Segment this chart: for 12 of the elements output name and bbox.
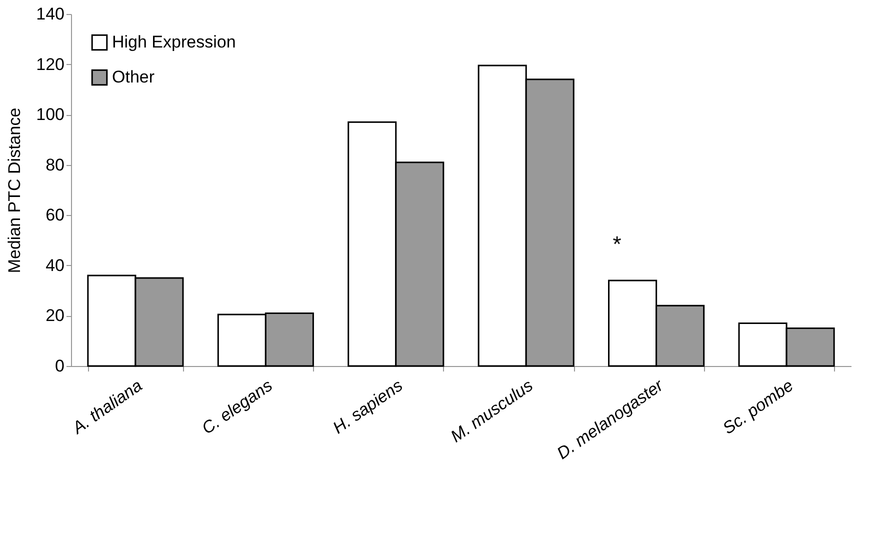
y-tick-label: 100 bbox=[36, 105, 64, 124]
legend-label: Other bbox=[112, 68, 155, 86]
annotation: * bbox=[612, 232, 622, 257]
y-tick-label: 20 bbox=[46, 306, 64, 326]
y-tick-label: 80 bbox=[46, 155, 64, 174]
y-tick-label: 140 bbox=[36, 4, 64, 24]
y-tick-label: 120 bbox=[36, 54, 64, 74]
y-tick-label: 40 bbox=[46, 256, 64, 275]
y-axis-title: Median PTC Distance bbox=[5, 108, 24, 274]
y-tick-label: 60 bbox=[46, 206, 64, 225]
y-tick-label: 0 bbox=[55, 356, 64, 376]
legend-label: High Expression bbox=[112, 32, 236, 52]
